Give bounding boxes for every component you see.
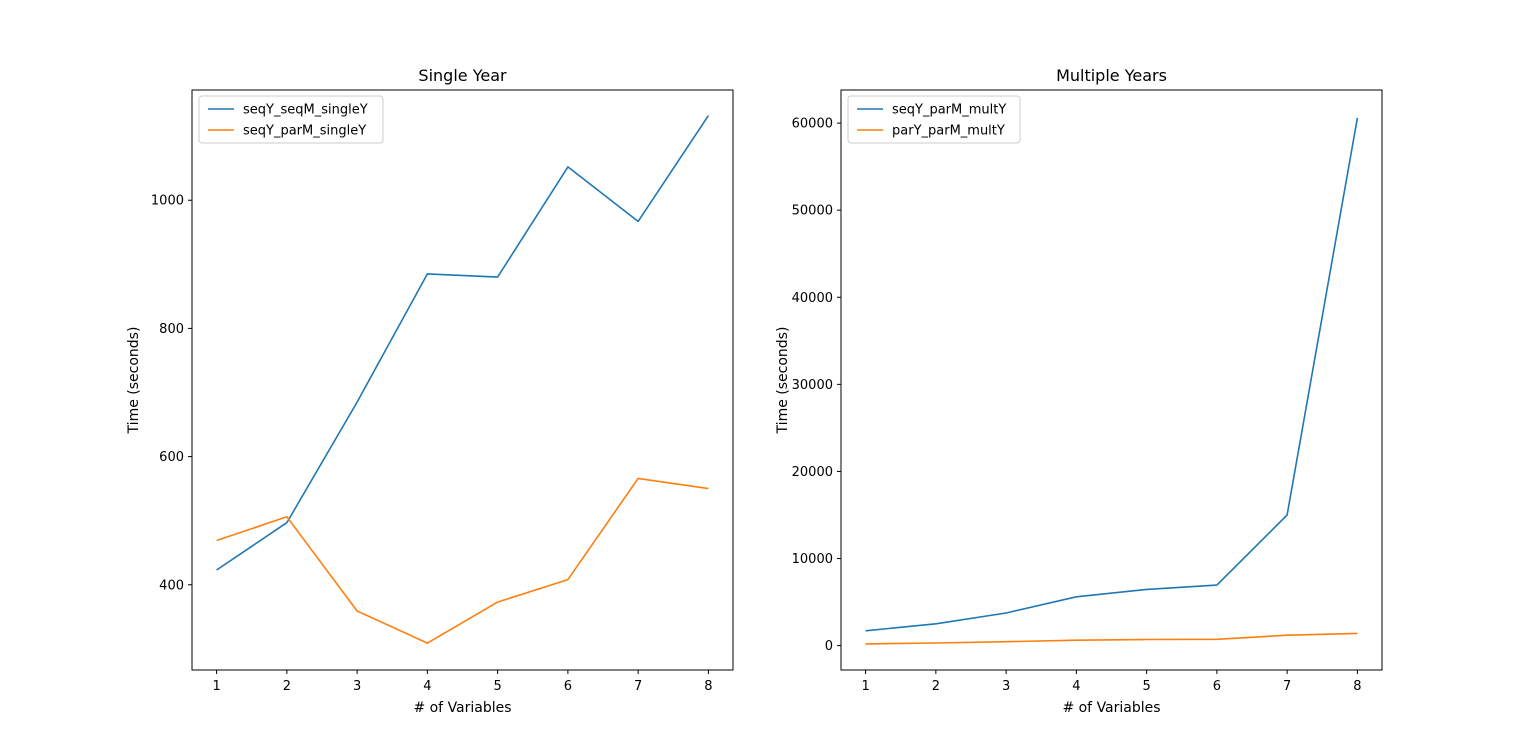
x-axis-label: # of Variables [413,700,511,716]
plot-frame [191,89,734,671]
y-tick-label: 30000 [792,378,833,393]
y-tick-label: 800 [159,322,184,337]
y-tick-label: 60000 [792,117,833,132]
legend-label: parY_parM_multY [892,124,1005,139]
y-tick-label: 0 [825,639,833,654]
y-axis-label: Time (seconds) [775,327,791,435]
legend-label: seqY_seqM_singleY [243,103,368,118]
chart-title: Multiple Years [1056,66,1167,85]
y-tick-label: 20000 [792,465,833,480]
x-tick-label: 7 [634,679,642,694]
chart-multiple-years: Multiple Years 1 2 3 4 5 6 7 8 0 10000 20000 30000 40… [775,66,1383,716]
x-axis-label: # of Variables [1062,700,1160,716]
x-tick-label: 3 [353,679,361,694]
y-tick-label: 600 [159,450,184,465]
x-tick-label: 2 [283,679,291,694]
legend-box [198,95,384,144]
x-tick-label: 3 [1002,679,1010,694]
legend-label: seqY_parM_multY [892,103,1006,118]
x-tick-label: 1 [861,679,869,694]
y-tick-label: 50000 [792,204,833,219]
x-tick-label: 5 [1142,679,1150,694]
x-tick-label: 6 [1213,679,1221,694]
series-line-seqY_seqM_singleY [216,115,710,571]
series-line-seqY_parM_singleY [216,477,709,644]
y-axis-label: Time (seconds) [126,327,142,435]
y-tick-label: 40000 [792,291,833,306]
x-tick-label: 2 [932,679,940,694]
x-tick-label: 8 [704,679,712,694]
x-tick-label: 6 [564,679,572,694]
y-tick-label: 1000 [151,194,184,209]
x-tick-label: 4 [1072,679,1080,694]
chart-title: Single Year [418,66,507,85]
series-line-parY_parM_multY [865,632,1358,645]
chart-single-year: Single Year 1 2 3 4 5 6 7 8 400 600 800 1000 # of Var… [126,66,734,716]
plot-frame [840,89,1383,671]
x-tick-label: 7 [1283,679,1291,694]
x-tick-label: 5 [493,679,501,694]
series-line-seqY_parM_multY [865,117,1359,632]
legend-box [847,95,1021,144]
x-tick-label: 1 [212,679,220,694]
y-tick-label: 10000 [792,552,833,567]
x-tick-label: 8 [1353,679,1361,694]
legend-label: seqY_parM_singleY [243,124,366,139]
y-tick-label: 400 [159,578,184,593]
x-tick-label: 4 [423,679,431,694]
